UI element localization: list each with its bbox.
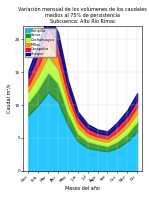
Y-axis label: Caudal m³/s: Caudal m³/s — [7, 84, 12, 113]
X-axis label: Meses del año: Meses del año — [65, 186, 100, 191]
Legend: Pampilla, Sacsa, Cochahuayco, Milloc, Casapalca, Sheque: Pampilla, Sacsa, Cochahuayco, Milloc, Ca… — [25, 28, 56, 57]
Title: Variación mensual de los volúmenes de los caudales medios al 75% de persistencia: Variación mensual de los volúmenes de lo… — [18, 7, 147, 24]
